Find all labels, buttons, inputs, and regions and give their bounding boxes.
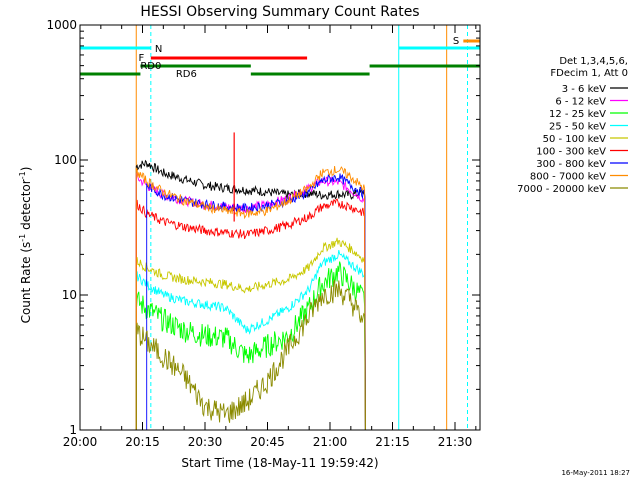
y-axis-label: Count Rate (s-1 detector-1) xyxy=(18,167,33,324)
series-line xyxy=(146,173,366,430)
chart-title: HESSI Observing Summary Count Rates xyxy=(140,4,419,20)
legend-label: 50 - 100 keV xyxy=(543,134,607,145)
series-line xyxy=(135,166,366,430)
annotation-label: F xyxy=(139,53,145,64)
series-line xyxy=(135,198,366,430)
legend-label: 3 - 6 keV xyxy=(562,84,606,95)
annotation-label: S xyxy=(453,36,459,47)
series-line xyxy=(135,171,366,430)
legend-label: 6 - 12 keV xyxy=(555,97,606,108)
x-tick-label: 20:15 xyxy=(125,435,160,449)
annotation-label: RD6 xyxy=(176,69,197,80)
x-tick-label: 20:00 xyxy=(63,435,98,449)
x-tick-label: 20:45 xyxy=(250,435,285,449)
timestamp: 16-May-2011 18:27 xyxy=(561,469,630,477)
legend-label: 800 - 7000 keV xyxy=(530,172,606,183)
legend-label: 100 - 300 keV xyxy=(536,147,606,158)
series-line xyxy=(135,279,366,430)
series-line xyxy=(135,250,366,430)
series-line xyxy=(135,159,366,430)
x-axis-label: Start Time (18-May-11 19:59:42) xyxy=(181,456,378,470)
y-tick-label: 1000 xyxy=(46,18,77,32)
plot-frame xyxy=(79,24,481,431)
series-line xyxy=(135,237,366,430)
legend-header-1: Det 1,3,4,5,6, xyxy=(559,56,628,67)
legend-header-2: FDecim 1, Att 0 xyxy=(550,68,628,79)
y-tick-label: 100 xyxy=(54,153,77,167)
legend-label: 12 - 25 keV xyxy=(549,109,606,120)
y-tick-label: 10 xyxy=(62,288,77,302)
legend-label: 25 - 50 keV xyxy=(549,122,606,133)
x-tick-label: 21:15 xyxy=(375,435,410,449)
y-tick-label: 1 xyxy=(69,423,77,437)
series-line xyxy=(135,261,366,430)
x-tick-label: 21:00 xyxy=(313,435,348,449)
legend-label: 300 - 800 keV xyxy=(536,159,606,170)
x-tick-label: 21:30 xyxy=(438,435,473,449)
annotation-label: RD0 xyxy=(140,61,161,72)
x-tick-label: 20:30 xyxy=(188,435,223,449)
annotation-label: N xyxy=(155,44,162,55)
legend-label: 7000 - 20000 keV xyxy=(517,184,606,195)
